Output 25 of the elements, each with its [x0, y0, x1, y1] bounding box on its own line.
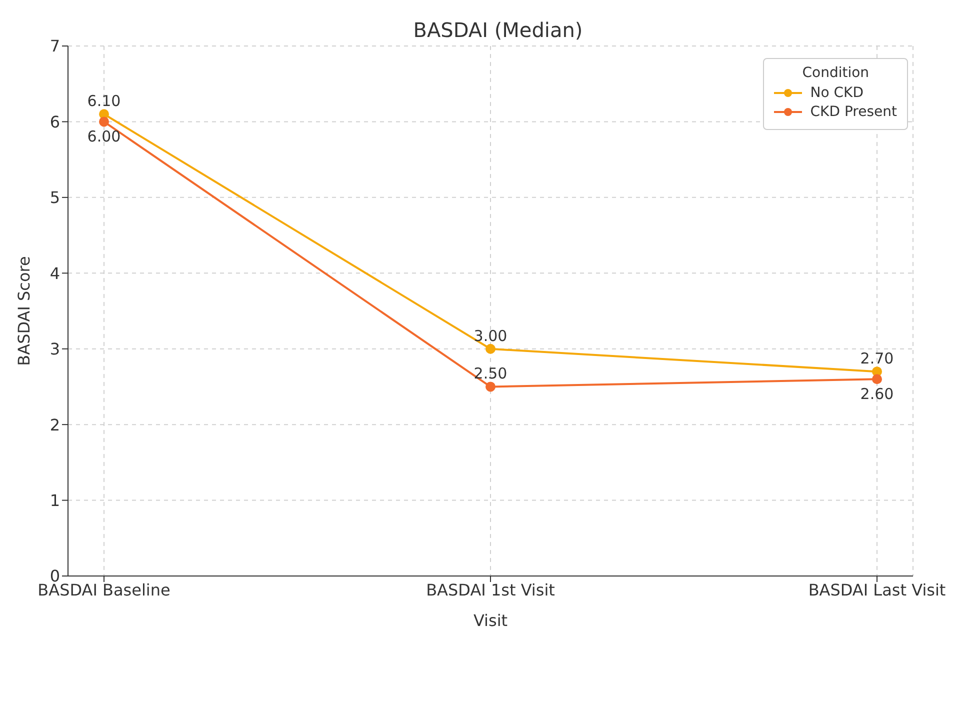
point — [486, 344, 496, 354]
data-label: 2.50 — [474, 364, 508, 383]
legend-label: No CKD — [810, 85, 864, 101]
chart-title: BASDAI (Median) — [413, 18, 583, 42]
y-tick-label: 6 — [50, 112, 60, 132]
data-label: 2.70 — [860, 350, 894, 368]
y-tick-label: 1 — [50, 490, 60, 510]
y-axis-title: BASDAI Score — [14, 256, 34, 366]
legend-title: Condition — [801, 65, 870, 81]
y-tick-label: 5 — [50, 188, 60, 208]
data-label: 2.60 — [860, 385, 894, 404]
x-tick-label: BASDAI 1st Visit — [426, 580, 555, 600]
data-label: 6.10 — [87, 92, 121, 110]
y-tick-label: 7 — [50, 36, 60, 56]
x-tick-label: BASDAI Last Visit — [808, 580, 946, 600]
point — [872, 374, 882, 384]
legend-label: CKD Present — [810, 104, 897, 120]
y-tick-label: 3 — [50, 340, 60, 359]
y-tick-label: 4 — [50, 264, 60, 283]
data-label: 3.00 — [474, 326, 508, 345]
y-tick-label: 2 — [50, 415, 60, 434]
point — [99, 116, 109, 127]
point — [486, 382, 496, 392]
data-label: 6.00 — [87, 128, 121, 146]
x-axis-title: Visit — [473, 611, 508, 630]
